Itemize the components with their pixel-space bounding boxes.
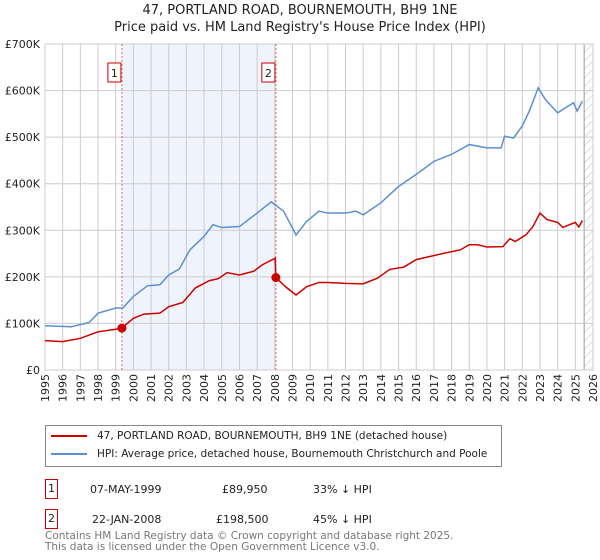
sale-point	[271, 273, 281, 283]
property-price-line	[44, 211, 584, 343]
x-tick-label: 2013	[357, 374, 370, 402]
x-tick-label: 2025	[569, 374, 582, 402]
sale-hpi-diff: 45% ↓ HPI	[313, 513, 372, 526]
chart-title: 47, PORTLAND ROAD, BOURNEMOUTH, BH9 1NE	[142, 3, 458, 18]
sale-hpi-diff: 33% ↓ HPI	[313, 483, 372, 496]
x-tick-label: 2005	[216, 374, 229, 402]
x-tick-label: 2001	[145, 374, 158, 402]
x-tick-label: 2019	[463, 374, 476, 402]
x-tick-label: 2008	[269, 374, 282, 402]
y-tick-label: £400K	[5, 178, 41, 191]
price-chart: 1995 1996 1997 1998 1999 2000 2001 2002 2003 2004…	[5, 38, 600, 402]
footer-line-1: Contains HM Land Registry data © Crown c…	[45, 530, 454, 542]
x-tick-label: 2017	[428, 374, 441, 402]
x-tick-label: 2021	[499, 374, 512, 402]
legend-label-hpi: HPI: Average price, detached house, Bour…	[97, 448, 488, 460]
x-tick-label: 2010	[304, 374, 317, 402]
sale-marker-box: 1	[45, 479, 58, 499]
x-tick-label: 2022	[516, 374, 529, 402]
sale-label-box	[107, 62, 122, 83]
x-tick-label: 2002	[163, 374, 176, 402]
y-tick-label: £300K	[5, 224, 41, 237]
x-tick-label: 1999	[110, 374, 123, 402]
sale-date: 07-MAY-1999	[90, 483, 162, 496]
sale-label: 2	[265, 67, 272, 80]
sale-marker-box: 2	[45, 509, 58, 529]
y-tick-label: £200K	[5, 271, 41, 284]
x-tick-label: 1996	[57, 374, 70, 402]
sale-price: £89,950	[222, 483, 268, 496]
footer: Contains HM Land Registry data © Crown c…	[45, 531, 453, 553]
y-tick-label: £600K	[5, 85, 41, 98]
x-tick-label: 2011	[322, 374, 335, 402]
x-tick-label: 2003	[180, 374, 193, 402]
x-tick-label: 1997	[74, 374, 87, 402]
legend-label-property: 47, PORTLAND ROAD, BOURNEMOUTH, BH9 1NE …	[97, 430, 448, 442]
y-tick-label: £500K	[5, 131, 41, 144]
x-tick-label: 2012	[340, 374, 353, 402]
chart-subtitle: Price paid vs. HM Land Registry's House …	[114, 20, 486, 35]
x-tick-label: 2024	[552, 374, 565, 402]
legend: 47, PORTLAND ROAD, BOURNEMOUTH, BH9 1NE …	[45, 425, 502, 467]
x-tick-label: 2004	[198, 374, 211, 402]
y-tick-label: £700K	[5, 38, 41, 51]
x-tick-label: 2016	[410, 374, 423, 402]
sale-label: 1	[111, 67, 118, 80]
x-tick-label: 1998	[92, 374, 105, 402]
legend-line-property	[51, 435, 87, 437]
sale-label-box	[261, 62, 276, 83]
sale-row: 2 22-JAN-2008 £198,500 45% ↓ HPI	[45, 509, 545, 533]
x-tick-label: 2023	[534, 374, 547, 402]
forecast-hatch	[584, 44, 593, 370]
x-tick-label: 2006	[233, 374, 246, 402]
x-tick-label: 2000	[127, 374, 140, 402]
hpi-line	[44, 86, 584, 328]
y-tick-label: £0	[26, 364, 40, 377]
x-tick-label: 2009	[286, 374, 299, 402]
x-tick-label: 2020	[481, 374, 494, 402]
footer-line-2: This data is licensed under the Open Gov…	[45, 541, 380, 553]
x-tick-label: 2007	[251, 374, 264, 402]
x-tick-label: 1995	[39, 374, 52, 402]
sale-date: 22-JAN-2008	[92, 513, 162, 526]
y-tick-label: £100K	[5, 317, 41, 330]
x-tick-label: 2018	[446, 374, 459, 402]
legend-line-hpi	[51, 453, 87, 455]
sale-point	[117, 323, 127, 333]
sale-price: £198,500	[216, 513, 269, 526]
plot-border	[44, 43, 594, 371]
x-tick-label: 2026	[587, 374, 600, 402]
x-tick-label: 2015	[393, 374, 406, 402]
sale-row: 1 07-MAY-1999 £89,950 33% ↓ HPI	[45, 479, 545, 503]
x-tick-label: 2014	[375, 374, 388, 402]
sale-period-shading	[121, 44, 276, 370]
